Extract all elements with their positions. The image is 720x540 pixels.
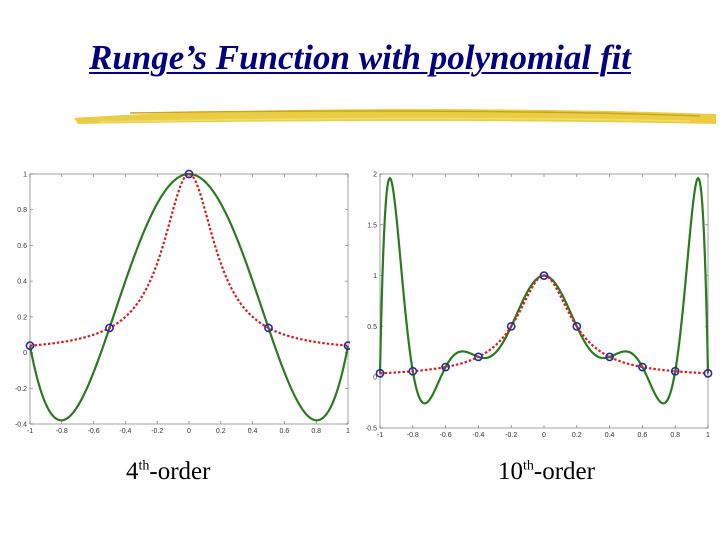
- x-tick-label: 0.2: [572, 432, 582, 439]
- caption-ordinal: th: [523, 458, 534, 474]
- x-tick-label: -0.4: [119, 428, 131, 435]
- x-tick-label: -0.2: [151, 428, 163, 435]
- axes: -1 -0.8 -0.6 -0.4 -0.2 0 0.2 0.4 0.6 0.8 1 -0.4 -0.2…: [15, 172, 350, 436]
- x-tick-label: -0.2: [505, 432, 517, 439]
- x-tick-label: 0.6: [280, 428, 290, 435]
- x-tick-label: -0.6: [440, 432, 452, 439]
- interpolation-node-marker: [184, 169, 194, 179]
- caption-10th-order: 10th-order: [498, 458, 595, 486]
- y-tick-label: 0.2: [17, 314, 27, 321]
- interpolation-node-marker: [605, 352, 614, 362]
- x-tick-label: 0.4: [248, 428, 258, 435]
- interpolation-node-marker: [105, 323, 114, 333]
- y-tick-label: -0.5: [366, 426, 377, 433]
- runge-function-line: [29, 172, 349, 347]
- y-tick-label: 0.8: [17, 207, 27, 214]
- x-tick-label: -0.4: [472, 432, 484, 439]
- y-tick-label: 1.5: [367, 222, 377, 229]
- x-tick-label: -0.6: [88, 428, 100, 435]
- y-tick-label: -0.2: [15, 386, 27, 393]
- y-tick-label: -0.4: [15, 422, 27, 429]
- interpolation-node-marker: [25, 341, 35, 351]
- runge-function-line: [379, 274, 709, 375]
- x-tick-label: -0.8: [56, 428, 68, 435]
- polynomial-fit-line: [28, 172, 350, 422]
- interpolation-node-marker: [264, 323, 273, 333]
- interpolation-node-marker: [441, 362, 450, 372]
- plot-frame: [379, 173, 709, 429]
- caption-ordinal: th: [138, 458, 150, 474]
- x-tick-label: 0.8: [311, 428, 321, 435]
- x-tick-label: -1: [27, 428, 33, 435]
- interpolation-node-marker: [703, 368, 713, 378]
- interpolation-node-marker: [343, 341, 350, 351]
- axes: -1 -0.8 -0.6 -0.4 -0.2 0 0.2 0.4 0.6 0.8 1 -0.5 0 0.5…: [366, 172, 710, 440]
- interpolation-node-marker: [670, 366, 680, 376]
- chart-degree-10: -1 -0.8 -0.6 -0.4 -0.2 0 0.2 0.4 0.6 0.8 1 -0.5 0 0.5…: [366, 162, 720, 440]
- y-tick-label: 0: [373, 375, 377, 382]
- x-tick-label: 0: [542, 432, 546, 439]
- slide-title: Runge’s Function with polynomial fit: [89, 38, 631, 77]
- x-tick-label: 0.6: [638, 432, 648, 439]
- y-tick-label: 2: [373, 172, 377, 179]
- x-tick-label: 0.4: [605, 432, 615, 439]
- plot-frame: [29, 173, 349, 425]
- interpolation-node-marker: [474, 352, 483, 362]
- x-tick-label: 0.2: [216, 428, 226, 435]
- y-tick-label: 0.5: [367, 324, 377, 331]
- interpolation-node-marker: [375, 368, 385, 378]
- interpolation-node-marker: [539, 271, 549, 280]
- x-tick-label: 1: [346, 428, 350, 435]
- y-tick-label: 0.6: [17, 243, 27, 250]
- title-underline-swoosh: [74, 109, 716, 124]
- x-tick-label: 0: [187, 428, 191, 435]
- caption-4th-order: 4th-order: [126, 458, 210, 486]
- y-tick-label: 0: [23, 350, 27, 357]
- y-tick-label: 1: [23, 172, 27, 179]
- caption-number: 4: [126, 458, 139, 485]
- interpolation-node-marker: [506, 321, 516, 331]
- caption-number: 10: [498, 458, 523, 485]
- interpolation-node-marker: [637, 362, 647, 372]
- caption-suffix: -order: [533, 458, 595, 485]
- interpolation-node-marker: [572, 321, 582, 331]
- interpolation-node-marker: [408, 366, 418, 376]
- x-tick-label: -0.8: [407, 432, 419, 439]
- x-tick-label: 1: [706, 432, 710, 439]
- x-tick-label: 0.8: [670, 432, 680, 439]
- y-tick-label: 1: [373, 273, 377, 280]
- y-tick-label: 0.4: [17, 279, 27, 286]
- caption-suffix: -order: [149, 458, 211, 485]
- x-tick-label: -1: [377, 432, 383, 439]
- chart-degree-4: -1 -0.8 -0.6 -0.4 -0.2 0 0.2 0.4 0.6 0.8 1 -0.4 -0.2…: [8, 162, 350, 440]
